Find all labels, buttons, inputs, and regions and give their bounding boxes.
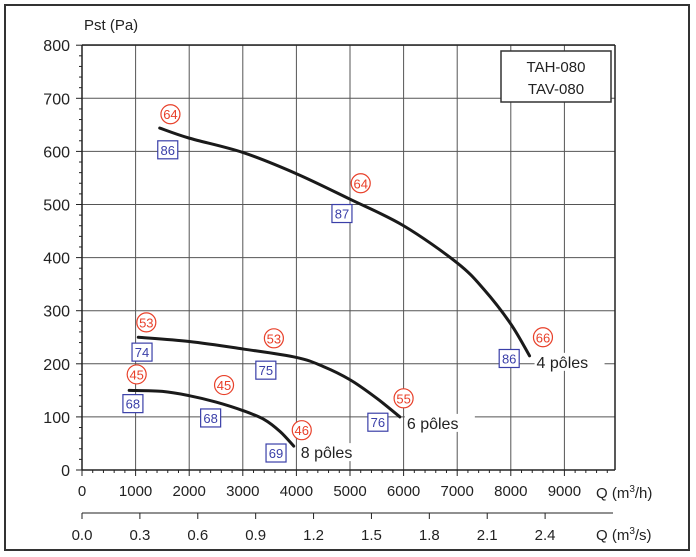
sound-level-value: 53 [267, 331, 281, 346]
pole-label: 8 pôles [301, 445, 353, 462]
y-tick-label: 100 [43, 410, 70, 427]
sound-level-marker [350, 173, 371, 194]
efficiency-value: 68 [126, 397, 140, 412]
efficiency-value: 86 [161, 143, 175, 158]
x-tick-label: 0 [78, 483, 86, 500]
pole-label-bg [298, 443, 369, 462]
efficiency-marker [498, 348, 520, 369]
x-tick-label: 5000 [333, 483, 366, 500]
x2-tick-label: 2.4 [535, 527, 556, 544]
sound-level-value: 45 [129, 367, 143, 382]
sound-level-value: 45 [217, 378, 231, 393]
efficiency-value: 68 [203, 411, 217, 426]
x2-tick-label: 0.3 [129, 527, 150, 544]
y-tick-label: 300 [43, 304, 70, 321]
efficiency-marker [122, 394, 144, 414]
efficiency-marker [255, 360, 277, 380]
curves: 4 pôles 6 pôles 8 pôles [127, 126, 605, 462]
x-tick-label: 2000 [173, 483, 206, 500]
x-tick-label: 9000 [548, 483, 581, 500]
y-tick-label: 800 [43, 38, 70, 55]
sound-level-value: 53 [139, 315, 153, 330]
x-tick-label: 1000 [119, 483, 152, 500]
sound-level-marker [213, 374, 235, 396]
x2-tick-label: 0.6 [187, 527, 208, 544]
y-tick-label: 500 [43, 198, 70, 215]
y-tick-label: 0 [61, 463, 70, 480]
pole-label: 4 pôles [537, 355, 589, 372]
efficiency-value: 76 [371, 415, 385, 430]
model-box: TAH-080 TAV-080 [500, 50, 612, 103]
curve-6-poles [136, 335, 402, 419]
x2-tick-label: 2.1 [477, 527, 498, 544]
efficiency-value: 75 [259, 363, 273, 378]
x2-tick-label: 0.0 [72, 527, 93, 544]
x-tick-label: 3000 [226, 483, 259, 500]
efficiency-marker [131, 342, 153, 362]
model-label-tah: TAH-080 [527, 59, 586, 76]
x-axis-unit-labels: Q (m3/h) Q (m3/s) [596, 484, 652, 544]
sound-level-marker [136, 312, 157, 333]
x-axis-label-m3h: Q (m3/h) [596, 484, 652, 502]
efficiency-marker [331, 203, 353, 224]
model-label-tav: TAV-080 [528, 81, 584, 98]
x2-tick-label: 1.8 [419, 527, 440, 544]
markers: 64 64 66 86 87 86 53 53 55 74 75 76 45 45 46 68 68 69 [122, 104, 554, 463]
efficiency-value: 86 [502, 351, 516, 366]
y-axis-label: Pst (Pa) [84, 17, 138, 34]
x2-tick-label: 1.5 [361, 527, 382, 544]
pole-label-bg [404, 413, 475, 432]
efficiency-value: 74 [135, 345, 149, 360]
y-tick-label: 600 [43, 144, 70, 161]
x2-tick-label: 0.9 [245, 527, 266, 544]
sound-level-marker [393, 388, 414, 409]
y-tick-label: 400 [43, 251, 70, 268]
x2-tick-label: 1.2 [303, 527, 324, 544]
curve-4-poles [158, 126, 532, 358]
x-tick-label: 4000 [280, 483, 313, 500]
x-axis-label-m3s: Q (m3/s) [596, 526, 652, 544]
x-tick-label: 7000 [441, 483, 474, 500]
sound-level-value: 66 [536, 330, 550, 345]
sound-level-value: 64 [163, 107, 177, 122]
pole-label-bg [534, 352, 605, 371]
x-tick-label: 6000 [387, 483, 420, 500]
efficiency-marker [200, 408, 222, 428]
sound-level-marker [291, 420, 312, 441]
curve-8-poles [127, 388, 296, 448]
sound-level-marker [532, 327, 554, 348]
sound-level-value: 55 [396, 391, 410, 406]
efficiency-marker [265, 443, 287, 463]
x-tick-label: 8000 [494, 483, 527, 500]
y-tick-label: 200 [43, 357, 70, 374]
grid [82, 44, 615, 470]
pole-label: 6 pôles [407, 416, 459, 433]
y-tick-label: 700 [43, 91, 70, 108]
sound-level-value: 46 [295, 423, 309, 438]
sound-level-marker [160, 104, 181, 125]
efficiency-marker [367, 412, 389, 432]
sound-level-marker [126, 364, 147, 385]
efficiency-value: 87 [335, 207, 349, 222]
sound-level-marker [263, 328, 284, 349]
efficiency-value: 69 [269, 446, 283, 461]
efficiency-marker [157, 140, 179, 160]
sound-level-value: 64 [353, 176, 367, 191]
